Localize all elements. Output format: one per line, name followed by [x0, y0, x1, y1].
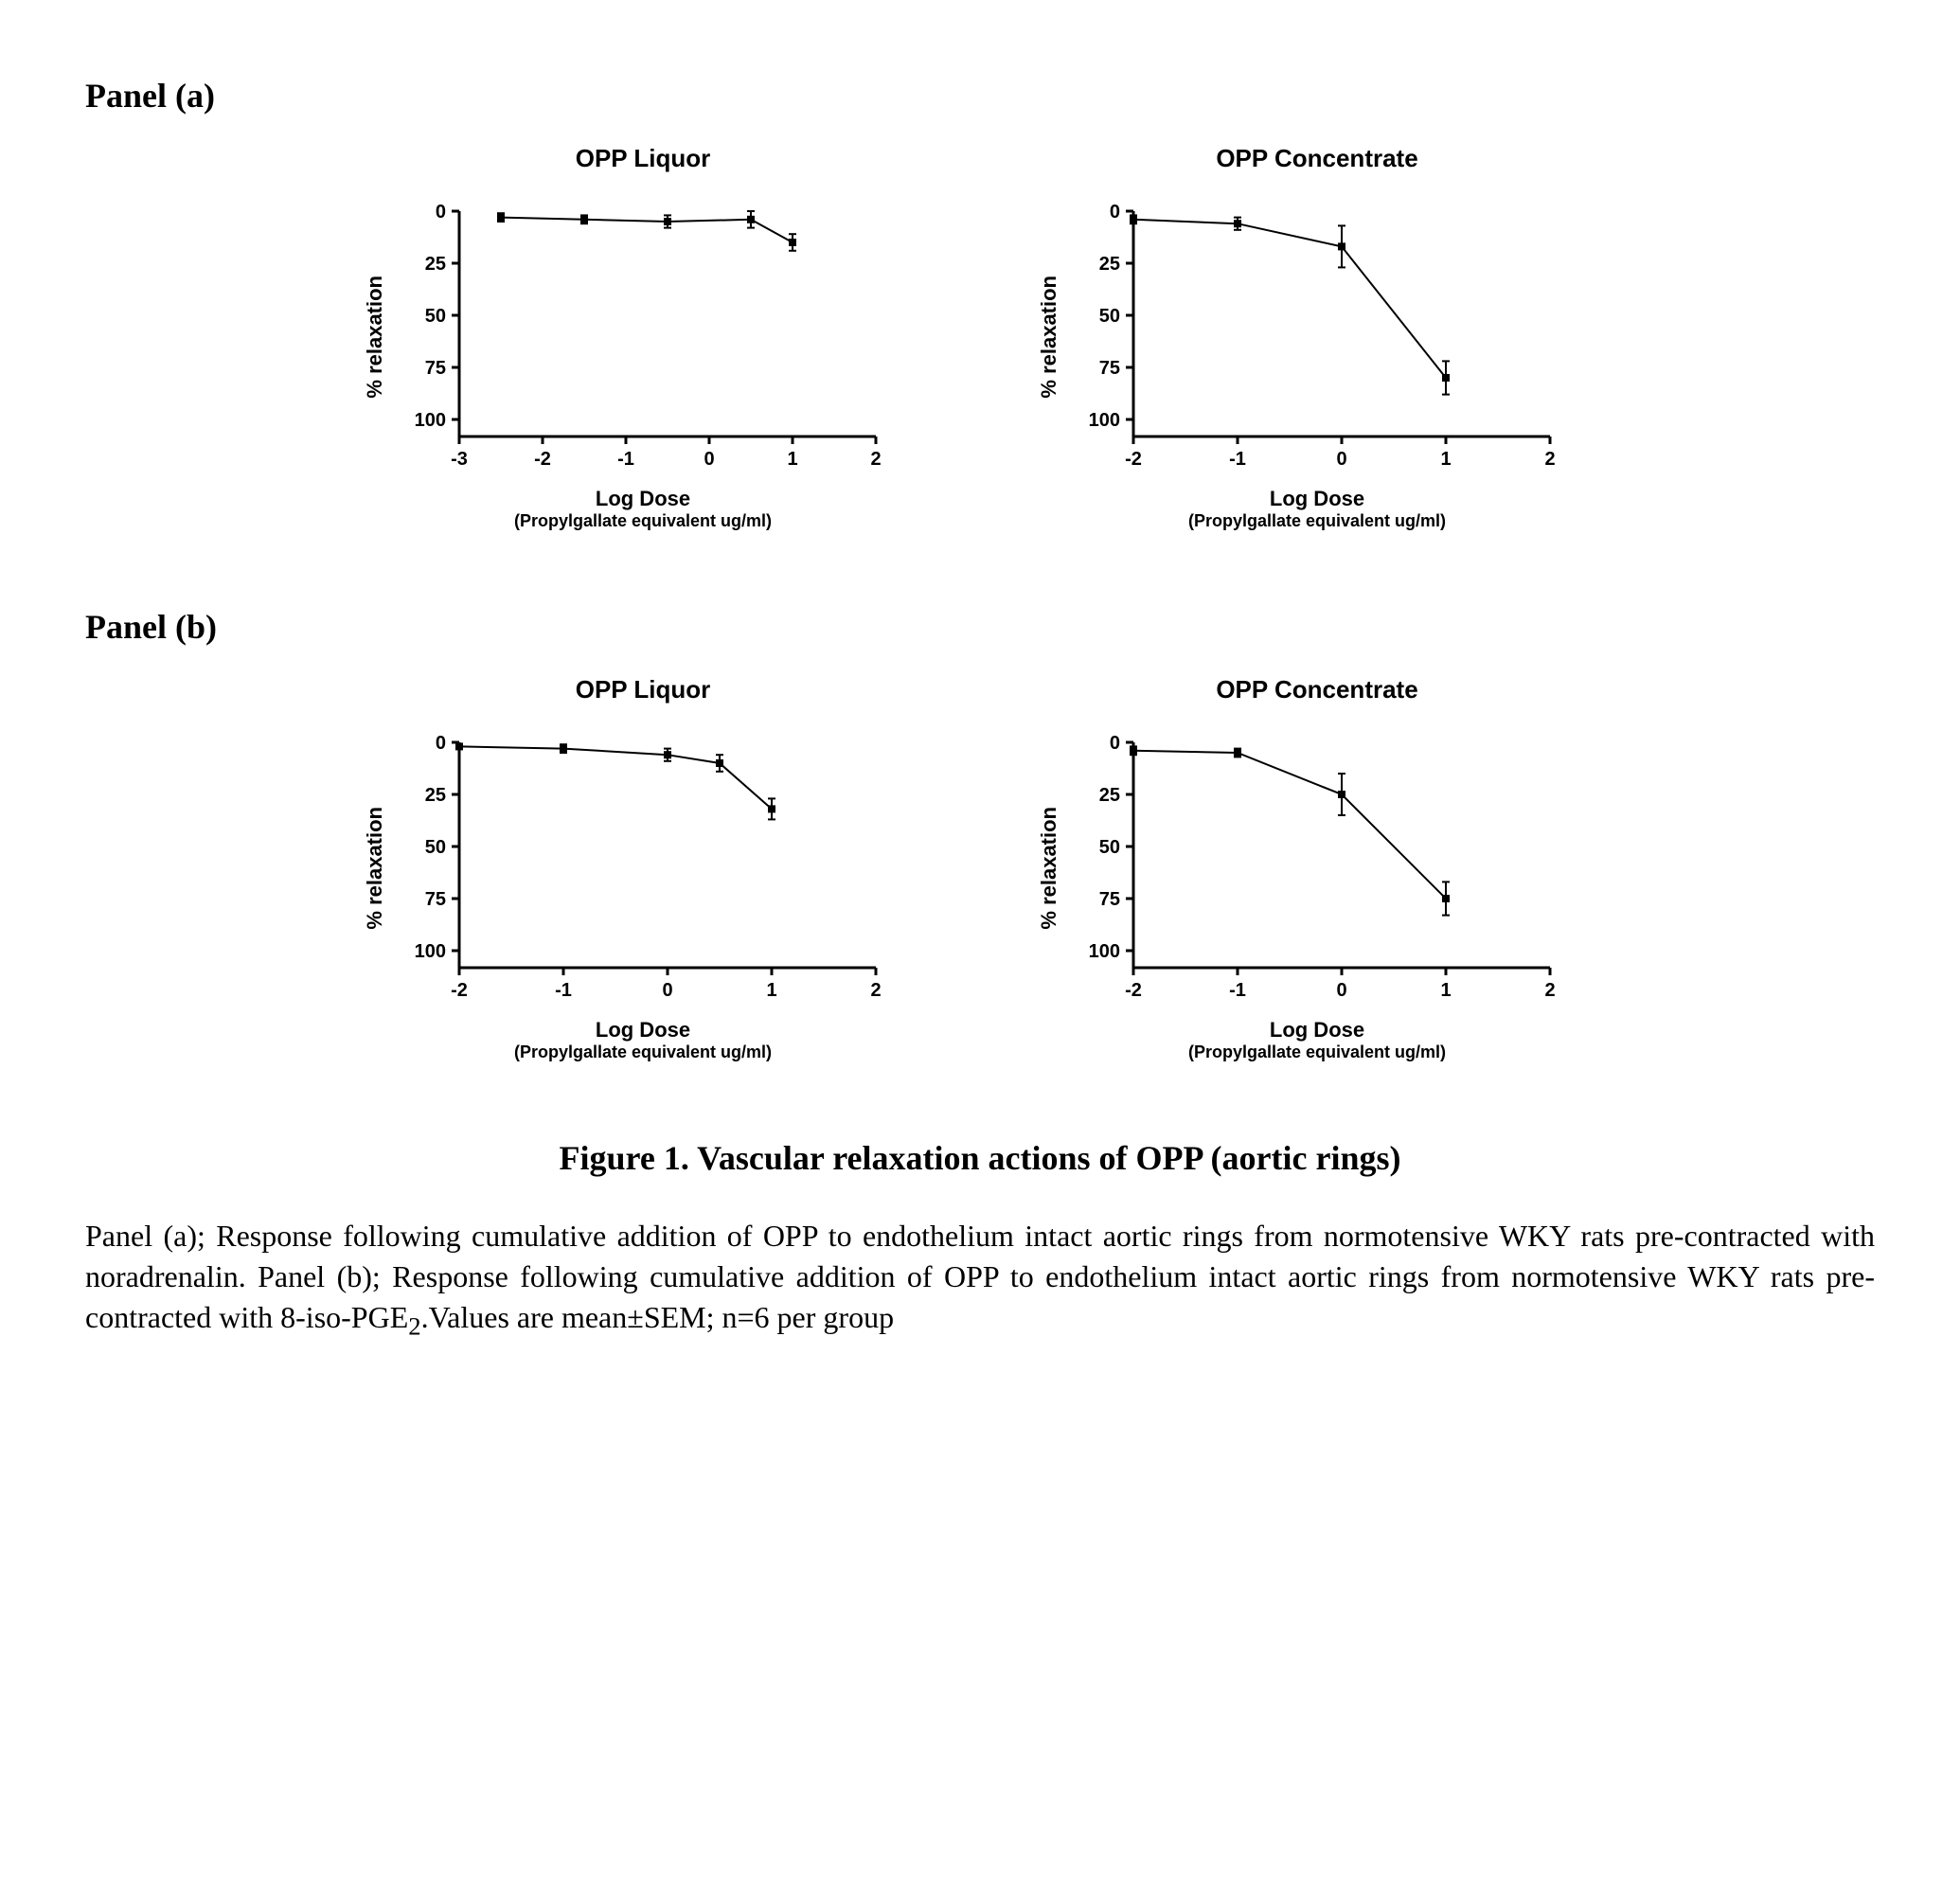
- svg-text:25: 25: [425, 785, 446, 806]
- chart-b-right: OPP Concentrate % relaxation 0255075100-…: [1037, 675, 1597, 1062]
- svg-text:-2: -2: [534, 449, 551, 470]
- figure-caption: Panel (a); Response following cumulative…: [85, 1216, 1875, 1344]
- chart-title: OPP Concentrate: [1216, 144, 1417, 173]
- chart-a-left: OPP Liquor % relaxation 0 25 50 75 100-3 -2 -1…: [363, 144, 923, 531]
- svg-text:0: 0: [1110, 202, 1120, 223]
- x-axis-sublabel: (Propylgallate equivalent ug/ml): [1188, 511, 1446, 531]
- svg-text:50: 50: [1099, 306, 1120, 327]
- svg-text:2: 2: [1544, 980, 1555, 1001]
- panel-b-label: Panel (b): [85, 607, 1875, 647]
- svg-text:0: 0: [1336, 980, 1346, 1001]
- chart-title: OPP Concentrate: [1216, 675, 1417, 704]
- svg-text:0: 0: [1110, 733, 1120, 754]
- y-axis-label: % relaxation: [363, 807, 387, 930]
- svg-text:0: 0: [436, 202, 446, 223]
- svg-text:1: 1: [1440, 449, 1451, 470]
- svg-text:25: 25: [1099, 785, 1120, 806]
- x-axis-label: Log Dose: [514, 1018, 772, 1043]
- chart-svg-container: 0 25 50 75 100-2 -1 0 1 2: [1067, 723, 1597, 1012]
- chart-b-left: OPP Liquor % relaxation 0 25 50 75 100-2 -1 0 1…: [363, 675, 923, 1062]
- svg-text:75: 75: [1099, 889, 1120, 910]
- svg-text:0: 0: [704, 449, 714, 470]
- chart-svg-container: 0 25 50 75 100-3 -2 -1 0 1 2: [393, 192, 923, 481]
- svg-text:50: 50: [425, 837, 446, 858]
- chart-a-right: OPP Concentrate % relaxation 0255075100-…: [1037, 144, 1597, 531]
- svg-text:-1: -1: [617, 449, 634, 470]
- figure-title: Figure 1. Vascular relaxation actions of…: [85, 1138, 1875, 1178]
- svg-text:100: 100: [415, 410, 446, 431]
- chart-svg-container: 0 25 50 75 100-2 -1 0 1 2: [393, 723, 923, 1012]
- svg-text:25: 25: [1099, 254, 1120, 275]
- chart-svg-container: 0 25 50 75 100-2 -1 0 1 2: [1067, 192, 1597, 481]
- panel-a-row: OPP Liquor % relaxation 0255075100-3-2-1…: [85, 144, 1875, 531]
- svg-text:1: 1: [787, 449, 797, 470]
- svg-text:50: 50: [425, 306, 446, 327]
- svg-text:-1: -1: [1229, 449, 1246, 470]
- panel-b-row: OPP Liquor % relaxation 0255075100-2-101…: [85, 675, 1875, 1062]
- svg-text:0: 0: [1336, 449, 1346, 470]
- svg-text:2: 2: [870, 980, 881, 1001]
- x-axis-label: Log Dose: [514, 487, 772, 511]
- svg-text:-2: -2: [1125, 980, 1142, 1001]
- x-axis-label: Log Dose: [1188, 1018, 1446, 1043]
- svg-text:0: 0: [436, 733, 446, 754]
- x-axis-sublabel: (Propylgallate equivalent ug/ml): [514, 511, 772, 531]
- x-axis-sublabel: (Propylgallate equivalent ug/ml): [1188, 1043, 1446, 1062]
- svg-text:50: 50: [1099, 837, 1120, 858]
- svg-text:2: 2: [870, 449, 881, 470]
- svg-text:-3: -3: [451, 449, 468, 470]
- svg-text:-2: -2: [1125, 449, 1142, 470]
- y-axis-label: % relaxation: [1037, 807, 1061, 930]
- svg-text:1: 1: [1440, 980, 1451, 1001]
- svg-text:2: 2: [1544, 449, 1555, 470]
- svg-text:75: 75: [1099, 358, 1120, 379]
- x-axis-sublabel: (Propylgallate equivalent ug/ml): [514, 1043, 772, 1062]
- y-axis-label: % relaxation: [1037, 276, 1061, 399]
- svg-text:100: 100: [1089, 410, 1120, 431]
- svg-text:75: 75: [425, 358, 446, 379]
- chart-title: OPP Liquor: [576, 675, 711, 704]
- svg-text:-1: -1: [1229, 980, 1246, 1001]
- svg-text:25: 25: [425, 254, 446, 275]
- x-axis-label: Log Dose: [1188, 487, 1446, 511]
- svg-text:100: 100: [1089, 941, 1120, 962]
- y-axis-label: % relaxation: [363, 276, 387, 399]
- svg-text:-1: -1: [555, 980, 572, 1001]
- svg-text:-2: -2: [451, 980, 468, 1001]
- chart-title: OPP Liquor: [576, 144, 711, 173]
- svg-text:100: 100: [415, 941, 446, 962]
- svg-text:0: 0: [662, 980, 672, 1001]
- panel-a-label: Panel (a): [85, 76, 1875, 116]
- svg-text:75: 75: [425, 889, 446, 910]
- svg-text:1: 1: [766, 980, 776, 1001]
